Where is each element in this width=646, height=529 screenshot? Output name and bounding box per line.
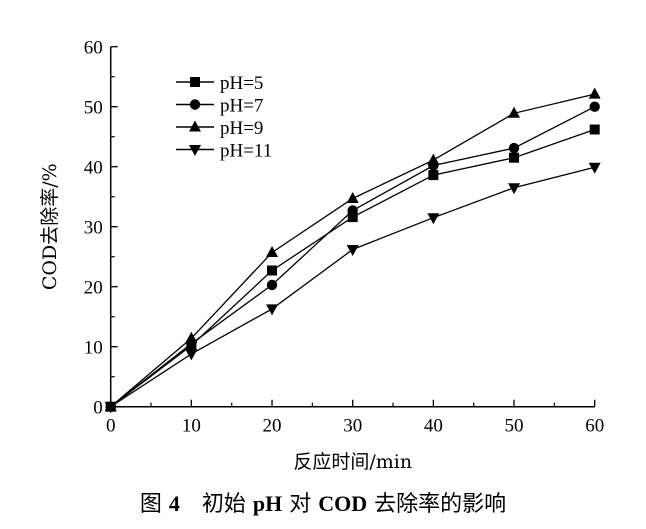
caption-prefix: 图 (139, 492, 169, 517)
legend-marker (190, 77, 200, 87)
y-tick-label: 50 (84, 98, 103, 119)
x-tick-label: 60 (585, 416, 604, 437)
caption-bold: COD (318, 491, 368, 516)
data-point-pH=9 (427, 153, 440, 165)
series-line-pH=7 (110, 106, 595, 408)
data-point-pH=9 (346, 192, 359, 203)
legend-marker (189, 145, 201, 156)
y-tick-label: 60 (84, 38, 103, 59)
x-tick-label: 20 (263, 416, 282, 437)
caption-text: 对 (282, 492, 319, 517)
data-point-pH=5 (347, 212, 358, 223)
x-tick-label: 0 (106, 416, 116, 437)
data-point-pH=5 (509, 152, 520, 163)
y-tick-label: 0 (93, 398, 103, 419)
legend-label: pH=5 (220, 73, 263, 94)
data-point-pH=5 (589, 124, 600, 135)
data-point-pH=11 (185, 349, 198, 361)
data-point-pH=7 (266, 279, 278, 291)
data-point-pH=9 (508, 106, 521, 118)
series-line-pH=11 (110, 166, 595, 408)
y-tick-label: 20 (84, 278, 103, 299)
data-point-pH=11 (588, 162, 601, 174)
data-point-pH=9 (588, 87, 601, 99)
x-tick-label: 10 (182, 416, 201, 437)
data-point-pH=5 (428, 170, 439, 181)
caption-text: 去除率的影响 (367, 492, 507, 517)
data-point-pH=9 (266, 246, 279, 257)
data-point-pH=7 (347, 205, 358, 216)
x-axis-label: 反应时间/min (293, 451, 412, 473)
caption-text: 初始 (179, 492, 253, 517)
x-tick-label: 40 (424, 416, 443, 437)
legend-label: pH=11 (220, 141, 272, 162)
data-point-pH=11 (104, 402, 117, 414)
figure-caption: 图 4 初始 pH 对 COD 去除率的影响 (0, 486, 646, 518)
data-point-pH=11 (508, 183, 521, 195)
data-point-pH=11 (427, 213, 440, 225)
legend-marker (189, 99, 201, 110)
data-point-pH=7 (589, 101, 600, 112)
legend-label: pH=9 (220, 118, 263, 139)
y-axis-label: COD去除率/% (39, 163, 61, 290)
y-tick-label: 10 (84, 338, 103, 359)
caption-bold: pH (252, 491, 283, 516)
caption-number: 4 (168, 491, 180, 516)
data-point-pH=11 (266, 304, 279, 316)
data-point-pH=5 (267, 265, 278, 276)
series-line-pH=5 (110, 128, 595, 408)
x-tick-label: 50 (505, 416, 524, 437)
y-tick-label: 30 (84, 218, 103, 239)
data-point-pH=7 (508, 142, 520, 154)
data-point-pH=9 (185, 331, 198, 343)
x-tick-label: 30 (343, 416, 362, 437)
legend-marker (189, 120, 201, 132)
y-tick-label: 40 (84, 158, 103, 179)
data-point-pH=11 (346, 245, 359, 256)
legend-label: pH=7 (220, 96, 263, 117)
